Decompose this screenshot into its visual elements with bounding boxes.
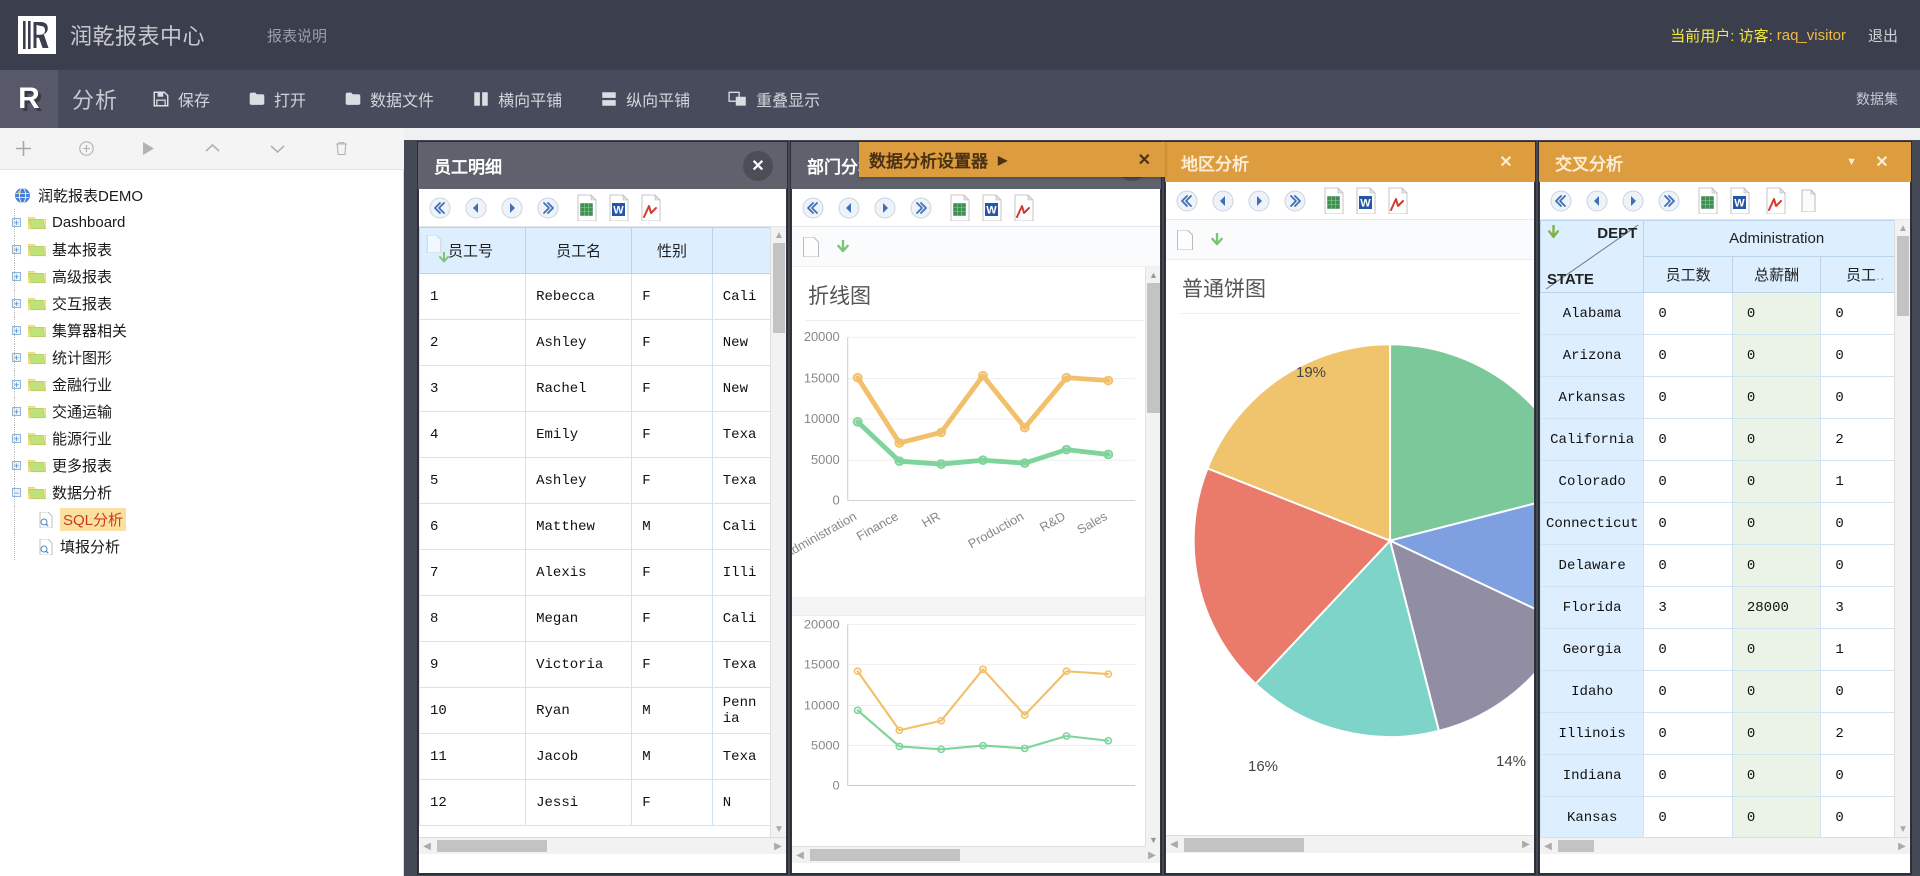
svg-text:Production: Production <box>966 509 1027 551</box>
svg-text:10000: 10000 <box>804 699 840 713</box>
svg-text:5000: 5000 <box>811 453 840 467</box>
svg-text:20000: 20000 <box>804 618 840 632</box>
svg-text:HR: HR <box>919 509 942 530</box>
svg-text:0: 0 <box>833 779 840 793</box>
svg-text:15000: 15000 <box>804 658 840 672</box>
svg-text:Sales: Sales <box>1075 509 1110 537</box>
svg-text:5000: 5000 <box>811 739 840 753</box>
svg-text:R&D: R&D <box>1037 509 1068 534</box>
svg-text:Administration: Administration <box>792 509 859 560</box>
svg-text:15000: 15000 <box>804 372 840 386</box>
svg-text:20000: 20000 <box>804 330 840 344</box>
svg-text:Finance: Finance <box>854 509 901 543</box>
svg-text:10000: 10000 <box>804 412 840 426</box>
svg-text:0: 0 <box>833 494 840 508</box>
